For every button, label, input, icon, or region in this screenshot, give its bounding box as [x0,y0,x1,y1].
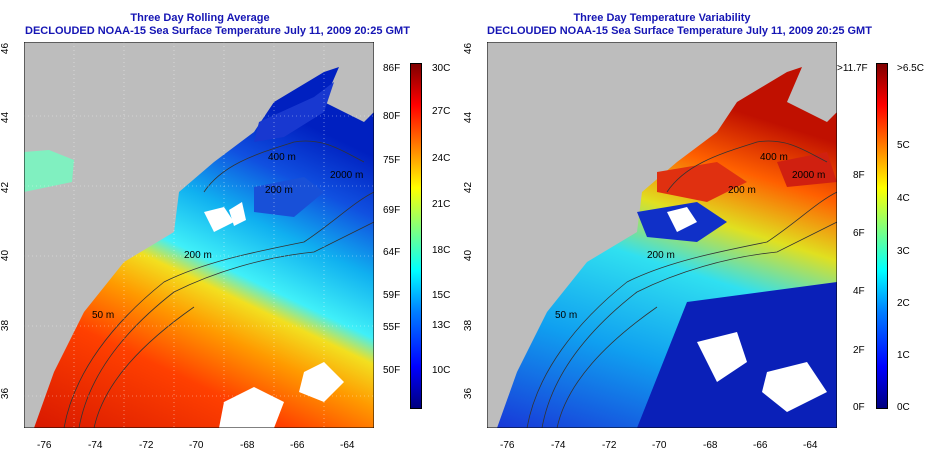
right-title-line1: Three Day Temperature Variability [573,12,751,24]
left-contour-label-200m-south: 200 m [184,250,212,261]
right-lon-tick-72: -72 [602,440,617,451]
right-cbar-f-6: 6F [853,228,865,239]
right-lon-tick-70: -70 [652,440,667,451]
left-cbar-c-27: 27C [432,106,451,117]
right-lon-tick-66: -66 [753,440,768,451]
left-cbar-f-64: 64F [383,247,401,258]
right-lon-tick-74: -74 [551,440,566,451]
left-lon-tick-68: -68 [240,440,255,451]
left-contour-label-50m: 50 m [92,310,115,321]
right-title-line2: DECLOUDED NOAA-15 Sea Surface Temperatur… [487,25,872,37]
left-cbar-f-50: 50F [383,365,401,376]
left-cbar-c-21: 21C [432,199,451,210]
right-lon-tick-76: -76 [500,440,515,451]
right-cbar-c-4: 4C [897,193,910,204]
left-lon-tick-74: -74 [88,440,103,451]
right-cbar-f-4: 4F [853,286,865,297]
right-cbar-c-3: 3C [897,246,910,257]
left-title-line1: Three Day Rolling Average [130,12,270,24]
left-lat-tick-36: 36 [0,387,12,400]
left-lat-tick-42: 42 [0,181,12,194]
left-cbar-f-86: 86F [383,63,401,74]
right-cbar-f-max: >11.7F [837,63,868,74]
left-cbar-f-75: 75F [383,155,401,166]
right-lat-tick-46: 46 [463,42,475,55]
left-sst-map [24,42,374,428]
left-lon-tick-70: -70 [189,440,204,451]
right-cbar-c-2: 2C [897,298,910,309]
left-lon-tick-72: -72 [139,440,154,451]
left-lon-tick-76: -76 [37,440,52,451]
left-cbar-c-10: 10C [432,365,451,376]
right-contour-label-200m-south: 200 m [647,250,675,261]
left-lat-tick-44: 44 [0,111,12,124]
left-cbar-f-69: 69F [383,205,401,216]
right-cbar-c-max: >6.5C [897,63,924,74]
left-cbar-f-80: 80F [383,111,401,122]
left-lon-tick-66: -66 [290,440,305,451]
left-cbar-c-30: 30C [432,63,451,74]
right-contour-label-200m-north: 200 m [728,185,756,196]
right-lat-tick-44: 44 [463,111,475,124]
left-lon-tick-64: -64 [340,440,355,451]
right-cbar-f-8: 8F [853,170,865,181]
right-contour-label-400m: 400 m [760,152,788,163]
right-cbar-f-2: 2F [853,345,865,356]
left-title-line2: DECLOUDED NOAA-15 Sea Surface Temperatur… [25,25,410,37]
right-colorbar [876,63,888,409]
left-lat-tick-40: 40 [0,249,12,262]
right-cbar-c-1: 1C [897,350,910,361]
right-lat-tick-36: 36 [463,387,475,400]
left-cbar-c-18: 18C [432,245,451,256]
right-lon-tick-68: -68 [703,440,718,451]
right-variability-map [487,42,837,428]
right-contour-label-2000m: 2000 m [792,170,826,181]
right-contour-label-50m: 50 m [555,310,578,321]
left-cbar-c-13: 13C [432,320,451,331]
left-colorbar [410,63,422,409]
left-cbar-c-24: 24C [432,153,451,164]
right-lon-tick-64: -64 [803,440,818,451]
right-cbar-c-0: 0C [897,402,910,413]
left-contour-label-2000m: 2000 m [330,170,364,181]
right-lat-tick-42: 42 [463,181,475,194]
left-lat-tick-38: 38 [0,319,12,332]
left-cbar-f-55: 55F [383,322,401,333]
left-contour-label-400m: 400 m [268,152,296,163]
left-lat-tick-46: 46 [0,42,12,55]
left-cbar-f-59: 59F [383,290,401,301]
right-lat-tick-38: 38 [463,319,475,332]
right-lat-tick-40: 40 [463,249,475,262]
right-cbar-c-5: 5C [897,140,910,151]
left-cbar-c-15: 15C [432,290,451,301]
right-cbar-f-0: 0F [853,402,865,413]
left-contour-label-200m-north: 200 m [265,185,293,196]
